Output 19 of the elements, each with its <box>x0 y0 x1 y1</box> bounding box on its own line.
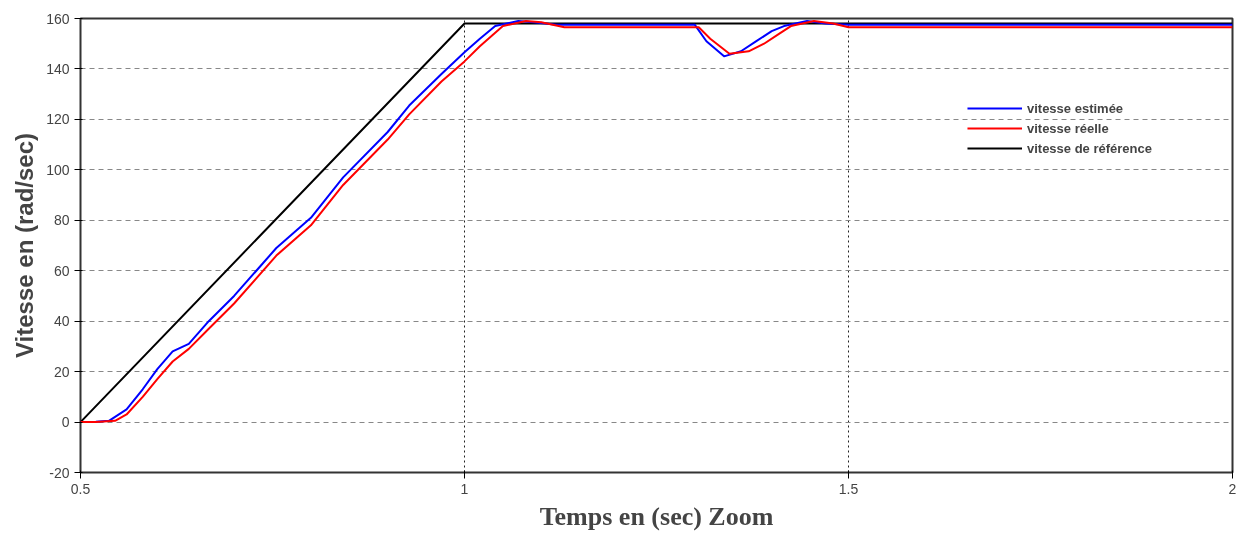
x-axis-title: Temps en (sec) Zoom <box>539 501 774 531</box>
legend-label: vitesse estimée <box>1026 100 1124 116</box>
y-tick-label: 40 <box>53 313 70 330</box>
y-tick-label: -20 <box>49 464 70 481</box>
y-tick-label: 0 <box>61 414 70 431</box>
x-tick-label: 1.5 <box>838 480 859 497</box>
y-tick-label: 20 <box>53 363 70 380</box>
x-tick-label: 1 <box>460 480 469 497</box>
legend-label: vitesse réelle <box>1026 120 1109 136</box>
y-axis-title: Vitesse en (rad/sec) <box>11 132 39 359</box>
y-tick-label: 100 <box>46 161 70 178</box>
legend-label: vitesse de référence <box>1026 140 1152 156</box>
y-tick-label: 160 <box>46 10 70 27</box>
y-tick-label: 80 <box>53 212 70 229</box>
x-tick-label: 0.5 <box>70 480 91 497</box>
x-tick-label: 2 <box>1228 480 1237 497</box>
y-tick-label: 140 <box>46 60 70 77</box>
y-tick-label: 120 <box>46 111 70 128</box>
y-tick-label: 60 <box>53 262 70 279</box>
